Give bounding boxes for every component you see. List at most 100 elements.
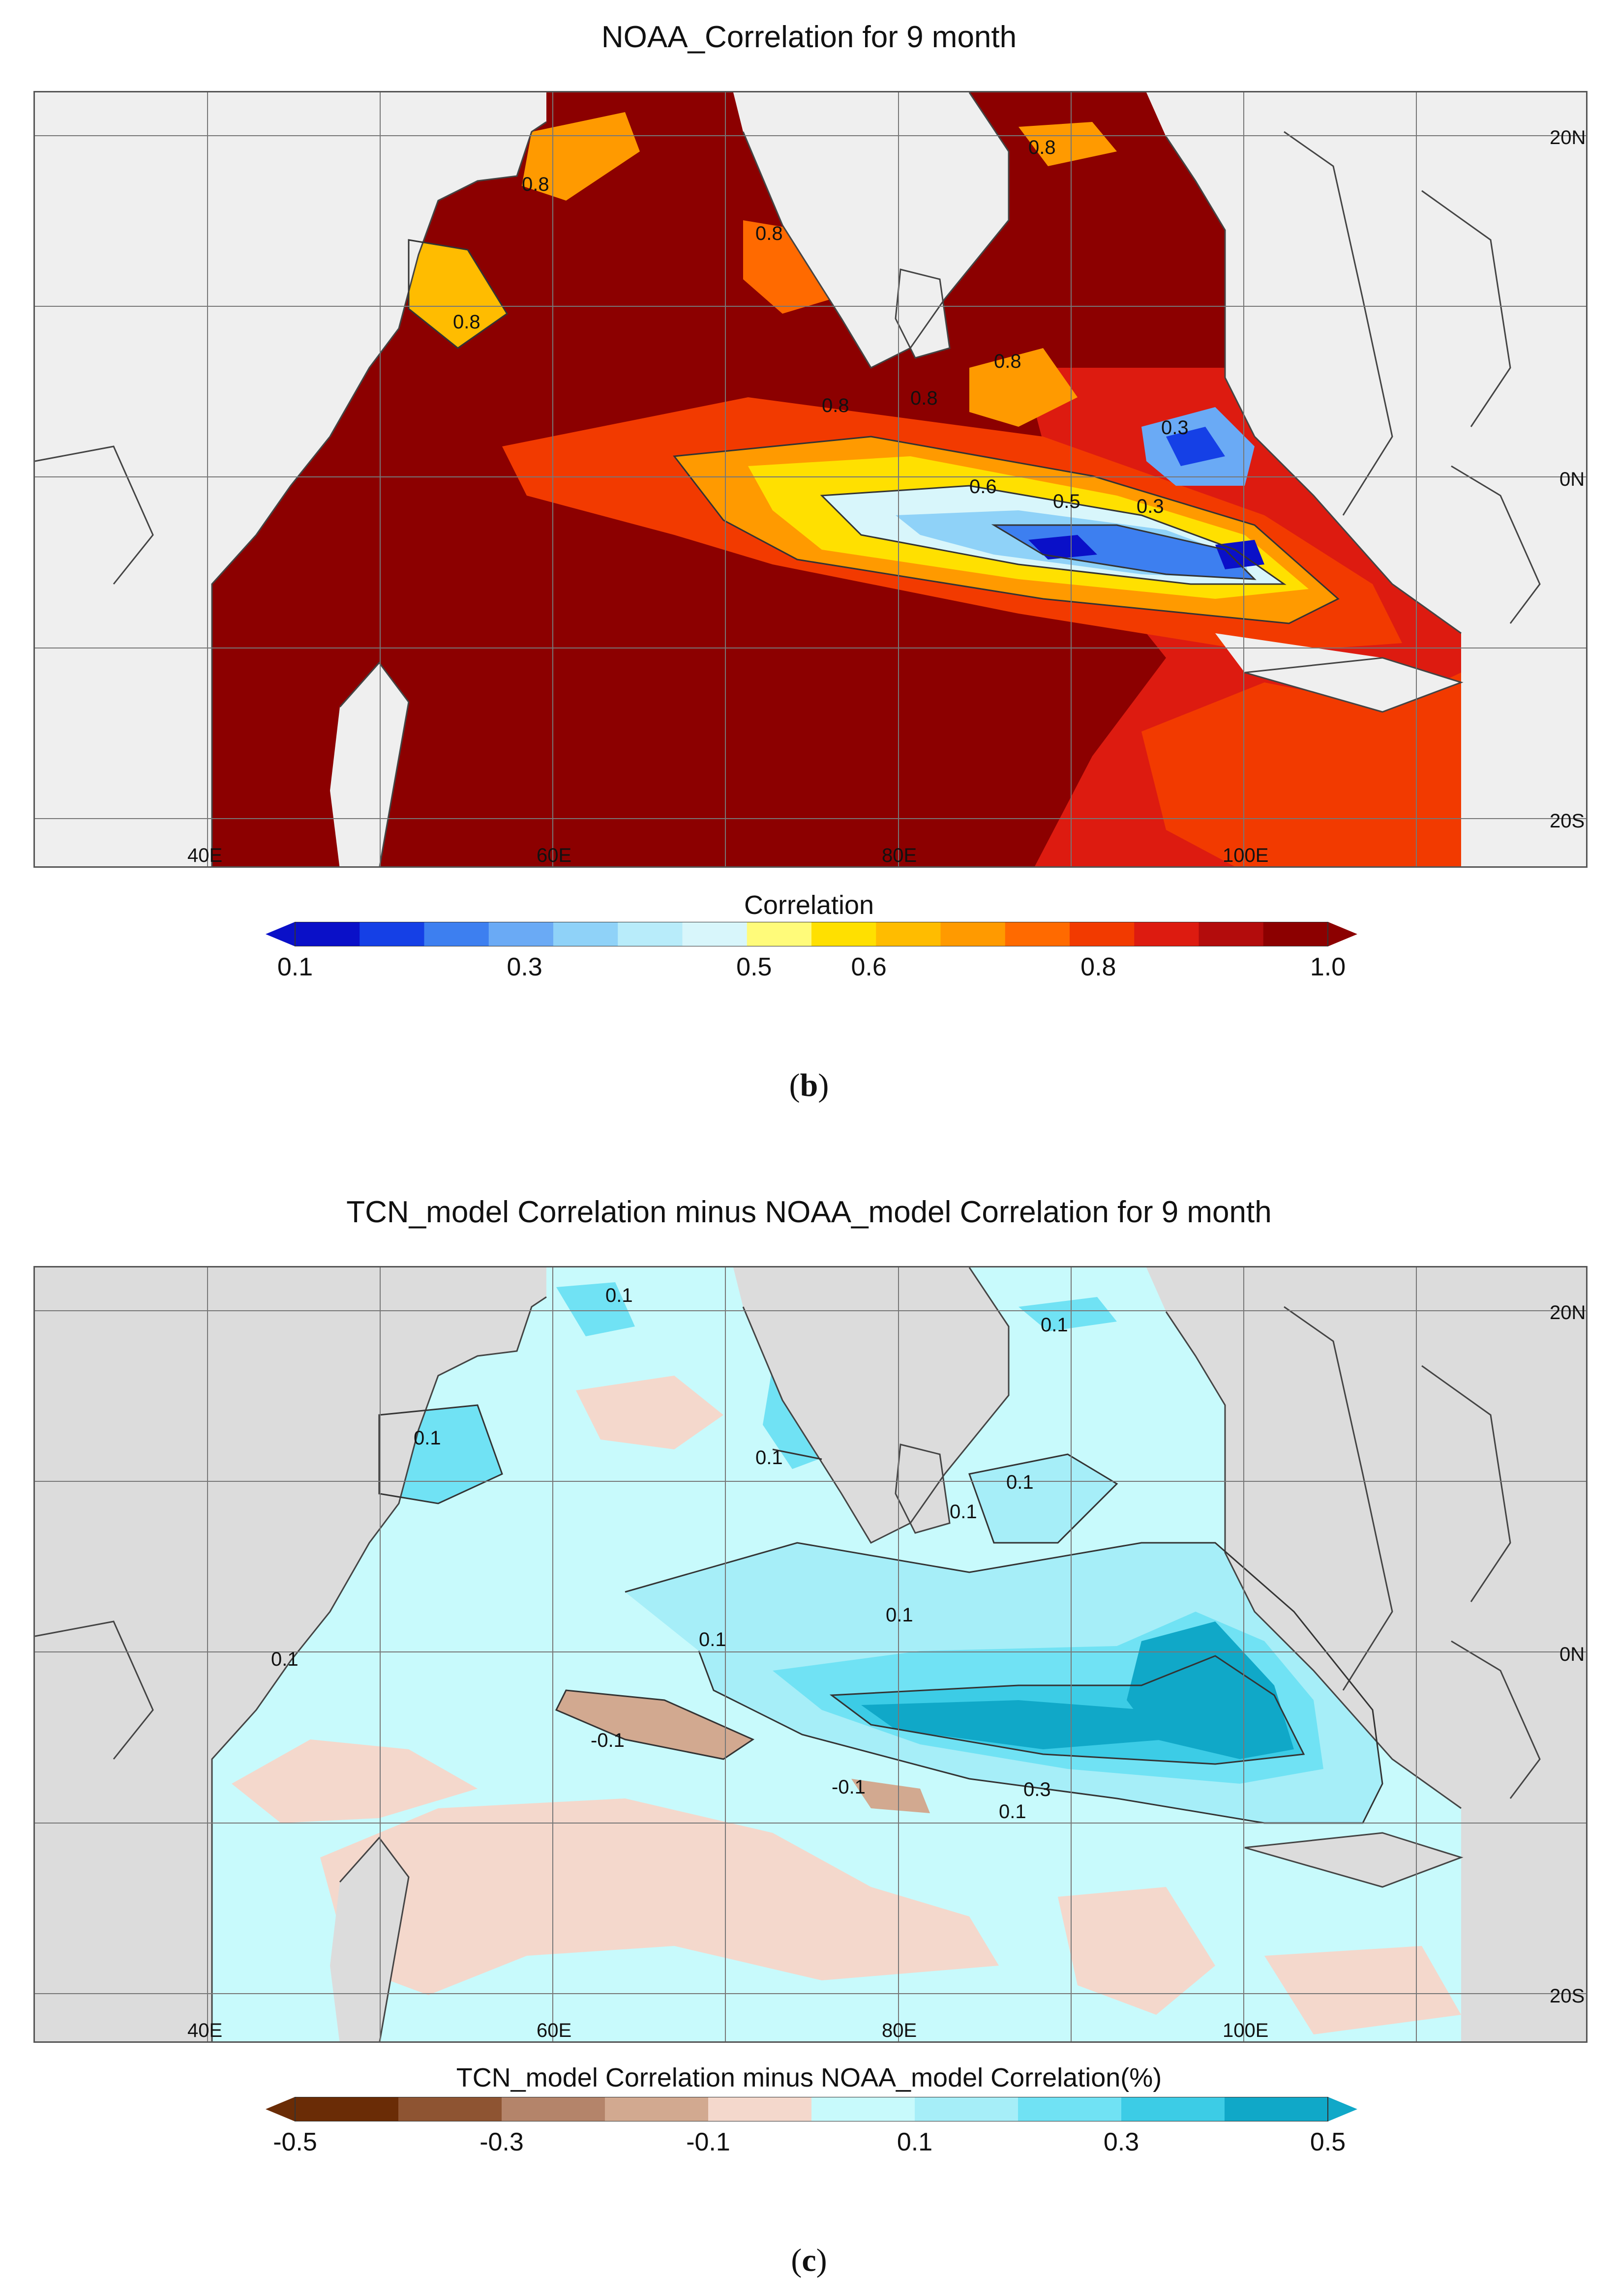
lat-label: 20S bbox=[1550, 1985, 1585, 2007]
contour-label-b: 0.8 bbox=[994, 351, 1021, 372]
panel-label-c: (c) bbox=[791, 2242, 827, 2278]
contour-label-b: 0.8 bbox=[453, 311, 480, 333]
colorbar-tick-label: -0.3 bbox=[479, 2128, 524, 2156]
land-africa-arabia-c bbox=[35, 1267, 546, 2041]
colorbar-swatch bbox=[1005, 922, 1070, 946]
land-africa-arabia-b bbox=[35, 92, 546, 866]
colorbar-swatch bbox=[708, 2097, 812, 2121]
coast-somalia-b bbox=[35, 445, 154, 585]
contour-label-c: 0.1 bbox=[699, 1629, 726, 1650]
coast-java-c bbox=[1244, 1832, 1464, 1888]
lon-label: 100E bbox=[1223, 2020, 1269, 2041]
chart-title-b: NOAA_Correlation for 9 month bbox=[601, 20, 1017, 54]
coast-africa-c bbox=[211, 1296, 547, 2041]
colorbar-tick-label: 0.5 bbox=[1310, 2128, 1346, 2156]
colorbar-tick-label: 0.3 bbox=[1103, 2128, 1139, 2156]
field-c-neg2 bbox=[320, 1798, 999, 1995]
land-java-c bbox=[1245, 1833, 1461, 1887]
field-region-b-bob bbox=[969, 348, 1078, 427]
contour-c-bob bbox=[968, 1453, 1118, 1544]
colorbar-swatch bbox=[295, 2097, 399, 2121]
contour-label-c: 0.1 bbox=[414, 1427, 441, 1449]
grid-b bbox=[35, 92, 1586, 866]
contour-b-oman bbox=[408, 239, 509, 349]
colorbar-swatch bbox=[360, 922, 424, 946]
lon-label: 80E bbox=[882, 845, 917, 866]
colorbar-extend-left bbox=[266, 922, 295, 946]
colorbar-swatch bbox=[295, 922, 360, 946]
field-c-neg4 bbox=[1058, 1887, 1215, 2015]
colorbar-tick-label: 0.1 bbox=[897, 2128, 933, 2156]
contour-c-india bbox=[772, 1448, 822, 1460]
colorbar-swatch bbox=[424, 922, 489, 946]
coast-sumatra-b bbox=[1165, 136, 1462, 634]
contour-c-01 bbox=[625, 1542, 1383, 1824]
contour-label-c: 0.3 bbox=[1023, 1779, 1051, 1800]
coast-malay-b bbox=[1284, 131, 1393, 516]
field-region-b-pakistan bbox=[522, 112, 640, 201]
colorbar-swatch bbox=[682, 922, 748, 946]
field-c-neg3 bbox=[232, 1739, 478, 1823]
colorbar-swatch bbox=[488, 922, 554, 946]
land-srilanka-c bbox=[896, 1444, 950, 1533]
coast-indochina-c bbox=[1421, 1365, 1511, 1602]
contour-label-c: 0.1 bbox=[950, 1501, 977, 1523]
field-region-b-sumatra-core bbox=[1166, 427, 1225, 466]
colorbar-tick-label: 0.8 bbox=[1080, 953, 1116, 981]
colorbar-swatch bbox=[811, 2097, 915, 2121]
colorbar-swatch bbox=[1263, 922, 1328, 946]
contour-label-c: 0.1 bbox=[755, 1447, 783, 1469]
contour-label-b: 0.3 bbox=[1161, 417, 1189, 439]
land-srilanka-b bbox=[896, 269, 950, 358]
map-panel-c: 0.1 0.1 0.1 0.1 0.1 0.1 0.1 0.1 -0.1 -0.… bbox=[33, 1266, 1588, 2043]
coast-indochina-b bbox=[1421, 190, 1511, 427]
contour-c-oman bbox=[378, 1404, 503, 1504]
map-b-svg: 0.8 0.8 0.8 0.8 0.8 0.8 0.8 0.6 0.5 0.3 … bbox=[35, 92, 1586, 866]
panel-label-b: (b) bbox=[789, 1067, 829, 1103]
contour-label-c: -0.1 bbox=[832, 1776, 866, 1798]
map-c-svg: 0.1 0.1 0.1 0.1 0.1 0.1 0.1 0.1 -0.1 -0.… bbox=[35, 1267, 1586, 2041]
colorbar-swatch bbox=[876, 922, 941, 946]
field-c-pos10 bbox=[1019, 1297, 1117, 1331]
contour-c-neg bbox=[555, 1689, 755, 1760]
lat-label: 20N bbox=[1550, 1302, 1586, 1324]
lon-label: 40E bbox=[187, 2020, 223, 2041]
coast-madagascar-c bbox=[339, 1836, 410, 2041]
contour-label-b: 0.8 bbox=[755, 223, 783, 244]
coast-africa-b bbox=[211, 121, 547, 866]
lon-label: 60E bbox=[537, 2020, 572, 2041]
lat-label: 0N bbox=[1559, 1644, 1585, 1665]
coast-madagascar-b bbox=[339, 661, 410, 866]
contour-label-c: 0.1 bbox=[1006, 1472, 1034, 1493]
colorbar-swatch bbox=[747, 922, 812, 946]
lon-label: 60E bbox=[537, 845, 572, 866]
lat-label: 20S bbox=[1550, 810, 1585, 832]
colorbar-swatch bbox=[1199, 922, 1264, 946]
contour-label-c: 0.1 bbox=[999, 1801, 1026, 1823]
coast-srilanka-c bbox=[895, 1443, 951, 1534]
coast-malay-c bbox=[1284, 1306, 1393, 1691]
contour-b-08 bbox=[673, 436, 1340, 624]
contour-c-03 bbox=[829, 1655, 1305, 1765]
contour-label-b: 0.3 bbox=[1137, 496, 1164, 517]
chart-title-c: TCN_model Correlation minus NOAA_model C… bbox=[346, 1195, 1272, 1229]
contour-label-c: -0.1 bbox=[591, 1730, 625, 1751]
field-c-neg8 bbox=[851, 1779, 930, 1813]
colorbar-border bbox=[295, 922, 1328, 946]
contour-label-b: 0.5 bbox=[1053, 491, 1080, 512]
coast-borneo-b bbox=[1451, 465, 1541, 624]
contour-label-b: 0.8 bbox=[822, 395, 849, 416]
contour-label-c: 0.1 bbox=[886, 1604, 913, 1626]
field-c-pos8 bbox=[556, 1282, 635, 1336]
field-region-b-se bbox=[1141, 673, 1461, 866]
land-java-b bbox=[1215, 633, 1461, 712]
lon-label: 100E bbox=[1223, 845, 1269, 866]
map-panel-b: 0.8 0.8 0.8 0.8 0.8 0.8 0.8 0.6 0.5 0.3 … bbox=[33, 91, 1588, 868]
colorbar-tick-label: 0.6 bbox=[851, 953, 887, 981]
colorbar-tick-label: -0.1 bbox=[686, 2128, 730, 2156]
contour-label-b: 0.8 bbox=[522, 174, 549, 195]
field-region-b-india-w bbox=[743, 220, 832, 314]
colorbar-border bbox=[295, 2097, 1328, 2121]
coast-borneo-c bbox=[1451, 1640, 1541, 1799]
lat-label: 20N bbox=[1550, 127, 1586, 148]
